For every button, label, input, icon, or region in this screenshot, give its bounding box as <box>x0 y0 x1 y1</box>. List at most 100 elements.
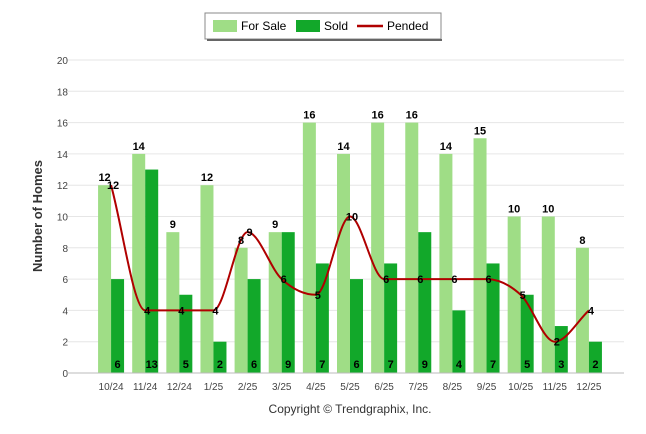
label-sold: 7 <box>319 359 325 371</box>
legend-label-pended: Pended <box>387 19 428 33</box>
label-sold: 2 <box>592 359 598 371</box>
legend-label-sold: Sold <box>324 19 348 33</box>
y-tick-label: 12 <box>57 181 69 192</box>
bar-for-sale-7/25 <box>405 122 419 373</box>
label-for-sale: 8 <box>238 235 244 247</box>
bar-sold-7/25 <box>418 232 432 373</box>
bar-sold-6/25 <box>384 263 398 373</box>
pended-line-layer <box>110 184 590 343</box>
bar-sold-10/25 <box>520 294 534 373</box>
bar-sold-9/25 <box>486 263 500 373</box>
label-pended: 5 <box>520 290 526 302</box>
legend-swatch-for-sale <box>213 20 237 32</box>
label-sold: 13 <box>146 359 158 371</box>
label-for-sale: 16 <box>303 110 315 122</box>
y-tick-label: 20 <box>57 56 69 67</box>
x-tick-label: 10/24 <box>99 382 124 393</box>
label-sold: 6 <box>251 359 257 371</box>
bar-for-sale-1/25 <box>200 185 214 373</box>
bar-sold-1/25 <box>213 341 227 373</box>
bar-for-sale-6/25 <box>371 122 385 373</box>
label-pended: 12 <box>107 180 119 192</box>
label-for-sale: 8 <box>579 235 585 247</box>
x-tick-label: 1/25 <box>204 382 224 393</box>
y-tick-label: 2 <box>62 338 68 349</box>
bar-for-sale-12/24 <box>166 232 180 373</box>
bar-sold-11/24 <box>145 169 159 373</box>
label-pended: 4 <box>212 305 219 317</box>
label-for-sale: 10 <box>508 204 520 216</box>
label-sold: 7 <box>490 359 496 371</box>
bar-for-sale-9/25 <box>473 138 487 373</box>
x-tick-label: 11/25 <box>543 382 568 393</box>
label-sold: 3 <box>558 359 564 371</box>
bar-for-sale-12/25 <box>575 247 589 373</box>
bar-for-sale-3/25 <box>268 232 282 373</box>
bar-sold-8/25 <box>452 310 466 373</box>
label-sold: 5 <box>183 359 189 371</box>
bars-layer <box>98 122 602 373</box>
label-pended: 6 <box>383 274 389 286</box>
x-tick-label: 11/24 <box>133 382 158 393</box>
label-sold: 5 <box>524 359 530 371</box>
label-for-sale: 12 <box>201 172 213 184</box>
legend-swatch-sold <box>296 20 320 32</box>
bar-sold-2/25 <box>247 279 261 373</box>
legend-box <box>204 12 442 40</box>
x-tick-label: 9/25 <box>477 382 497 393</box>
y-tick-label: 10 <box>57 213 69 224</box>
y-tick-label: 18 <box>57 87 69 98</box>
bar-sold-12/25 <box>588 341 602 373</box>
y-tick-label: 4 <box>62 306 68 317</box>
bar-sold-3/25 <box>281 232 295 373</box>
x-tick-label: 2/25 <box>238 382 258 393</box>
label-sold: 6 <box>353 359 359 371</box>
label-for-sale: 9 <box>272 219 278 231</box>
x-tick-label: 3/25 <box>272 382 292 393</box>
bar-for-sale-10/24 <box>98 185 112 373</box>
label-sold: 4 <box>456 359 463 371</box>
x-axis-ticks: 10/24 11/24 12/24 1/25 2/25 3/25 4/25 5/25 6/25 7… <box>99 382 602 393</box>
label-pended: 6 <box>281 274 287 286</box>
label-sold: 9 <box>422 359 428 371</box>
label-for-sale: 14 <box>440 141 453 153</box>
bar-for-sale-2/25 <box>234 247 248 373</box>
label-sold: 2 <box>217 359 223 371</box>
legend: For Sale Sold Pended <box>204 12 442 41</box>
bar-sold-10/24 <box>111 279 125 373</box>
label-sold: 9 <box>285 359 291 371</box>
bar-for-sale-11/25 <box>541 216 555 373</box>
x-tick-label: 4/25 <box>306 382 326 393</box>
label-pended: 2 <box>554 337 560 349</box>
label-for-sale: 14 <box>133 141 146 153</box>
x-tick-label: 12/25 <box>576 382 601 393</box>
label-for-sale: 16 <box>406 110 418 122</box>
label-pended: 9 <box>247 227 253 239</box>
x-tick-label: 12/24 <box>167 382 192 393</box>
x-tick-label: 7/25 <box>409 382 429 393</box>
label-pended: 10 <box>346 212 358 224</box>
y-tick-label: 16 <box>57 119 69 130</box>
legend-label-for-sale: For Sale <box>241 19 287 33</box>
y-tick-label: 14 <box>57 150 69 161</box>
bar-for-sale-11/24 <box>132 153 146 373</box>
bar-sold-5/25 <box>350 279 363 373</box>
label-pended: 6 <box>451 274 457 286</box>
label-pended: 4 <box>588 305 595 317</box>
label-for-sale: 9 <box>170 219 176 231</box>
pended-line <box>110 184 590 343</box>
data-labels-layer: 12 6 14 13 9 5 12 2 8 6 9 9 16 7 14 6 16 7 16 9 14 4 15 7 10 5 10 3… <box>98 110 598 371</box>
x-tick-label: 5/25 <box>340 382 360 393</box>
bar-sold-4/25 <box>315 263 329 373</box>
y-axis-ticks: 0 2 4 6 8 10 12 14 16 18 20 <box>57 56 69 380</box>
bar-for-sale-5/25 <box>337 153 350 373</box>
label-sold: 6 <box>115 359 121 371</box>
y-tick-label: 8 <box>62 244 68 255</box>
label-pended: 6 <box>485 274 491 286</box>
bar-for-sale-8/25 <box>439 153 453 373</box>
x-tick-label: 10/25 <box>508 382 533 393</box>
bar-for-sale-4/25 <box>302 122 316 373</box>
label-for-sale: 16 <box>372 110 384 122</box>
